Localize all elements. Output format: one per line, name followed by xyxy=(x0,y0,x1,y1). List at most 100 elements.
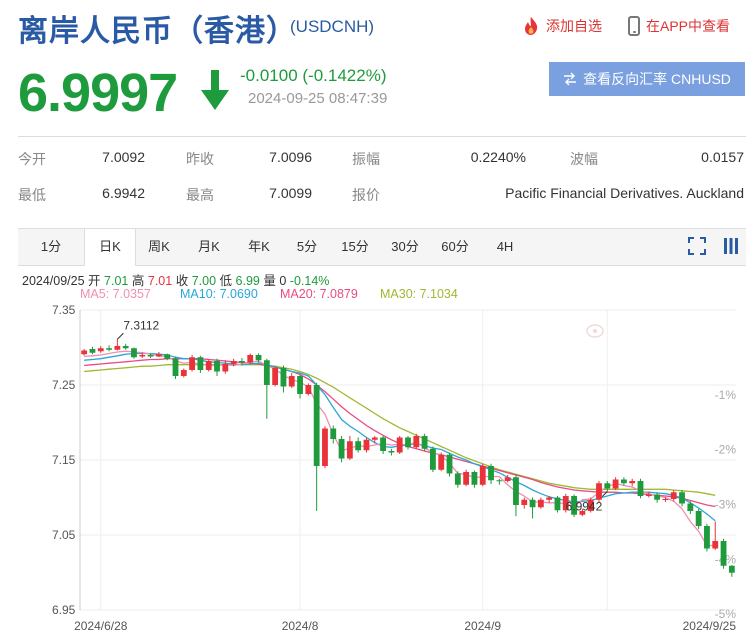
candle-body xyxy=(172,358,179,376)
x-tick-label: 2024/6/28 xyxy=(74,619,128,633)
candle xyxy=(670,490,677,502)
candle-body xyxy=(479,466,486,485)
candle xyxy=(255,353,262,363)
candle xyxy=(704,523,710,552)
candle xyxy=(346,436,353,460)
pct-tick-label: -2% xyxy=(715,443,737,457)
tab-30min[interactable]: 30分 xyxy=(391,239,419,254)
candle xyxy=(496,478,503,485)
candle xyxy=(222,360,229,374)
tab-60min[interactable]: 60分 xyxy=(441,239,469,254)
candle-body xyxy=(164,354,171,359)
watermark-logo xyxy=(586,324,604,338)
candle-body xyxy=(139,355,146,357)
candle-body xyxy=(214,361,220,372)
tab-weekly-k[interactable]: 周K xyxy=(148,239,170,254)
candle xyxy=(147,353,154,358)
candle xyxy=(571,494,577,517)
candle-body xyxy=(579,511,586,515)
candle xyxy=(604,481,611,492)
candle xyxy=(247,353,254,364)
candle-body xyxy=(155,354,162,357)
candle-body xyxy=(513,477,519,505)
candle-body xyxy=(122,346,129,349)
stat-value-amplitude: 0.2240% xyxy=(470,149,526,165)
add-favorite-button[interactable]: 添加自选 xyxy=(522,16,602,36)
candle-body xyxy=(637,481,644,496)
ohlc-low-label: 低 xyxy=(219,274,233,288)
candle-body xyxy=(189,357,196,370)
candle xyxy=(463,469,470,487)
candle-body xyxy=(247,355,254,363)
ohlc-open: 7.01 xyxy=(104,274,129,288)
pct-tick-label: -5% xyxy=(715,607,737,621)
ohlc-open-label: 开 xyxy=(88,274,101,288)
reverse-rate-button[interactable]: 查看反向汇率 CNHUSD xyxy=(549,62,745,96)
fullscreen-icon[interactable] xyxy=(688,237,706,255)
candle xyxy=(471,470,478,488)
tab-15min[interactable]: 15分 xyxy=(341,239,369,254)
stat-label-prev-close: 昨收 xyxy=(186,151,214,167)
settings-icon[interactable] xyxy=(722,237,740,255)
candle xyxy=(89,346,96,355)
y-tick-label: 7.35 xyxy=(52,303,76,317)
candle xyxy=(396,436,403,454)
candle xyxy=(504,475,511,483)
candle-body xyxy=(629,481,636,484)
price-change: -0.0100 (-0.1422%) xyxy=(240,66,387,85)
stat-value-high: 7.0099 xyxy=(269,185,312,201)
candle-body xyxy=(596,483,602,500)
candle xyxy=(338,436,345,463)
candle-body xyxy=(322,428,328,466)
candle-body xyxy=(388,451,395,453)
candle-body xyxy=(554,497,561,511)
candle-body xyxy=(305,385,312,394)
view-in-app-button[interactable]: 在APP中查看 xyxy=(628,16,730,36)
candle-body xyxy=(695,511,702,526)
tab-5min[interactable]: 5分 xyxy=(296,239,318,254)
candle xyxy=(537,497,544,509)
tab-yearly-k[interactable]: 年K xyxy=(248,239,270,254)
candle-body xyxy=(430,448,436,470)
candle xyxy=(305,383,312,396)
candle-body xyxy=(662,499,669,500)
ma5-readout: MA5: 7.0357 xyxy=(80,287,151,301)
candle xyxy=(620,477,627,486)
candle-body xyxy=(89,349,96,353)
candle-body xyxy=(263,360,270,385)
candle xyxy=(197,355,204,373)
kline-chart[interactable]: 7.357.257.157.056.951%-1%-2%-3%-4%-5%7.3… xyxy=(0,300,750,635)
candle xyxy=(513,475,519,517)
stat-value-low: 6.9942 xyxy=(102,185,145,201)
stat-label-quote-source: 报价 xyxy=(352,187,380,203)
view-in-app-label: 在APP中查看 xyxy=(646,18,731,34)
candle xyxy=(155,352,162,358)
candle xyxy=(114,339,121,351)
y-tick-label: 6.95 xyxy=(52,603,76,617)
ma30-readout: MA30: 7.1034 xyxy=(380,287,458,301)
candle-body xyxy=(131,348,137,358)
candle-body xyxy=(288,376,295,387)
candle xyxy=(438,452,445,472)
candle xyxy=(97,346,104,353)
stat-label-open: 今开 xyxy=(18,151,46,167)
candle xyxy=(106,345,112,352)
min-pointer xyxy=(601,491,608,497)
candle-body xyxy=(504,477,511,481)
y-tick-label: 7.25 xyxy=(52,378,76,392)
candle-body xyxy=(728,565,735,573)
tab-1min[interactable]: 1分 xyxy=(40,239,62,254)
watermark-dot-icon xyxy=(593,329,597,333)
candle xyxy=(521,497,528,509)
tab-daily-k[interactable]: 日K xyxy=(84,229,136,266)
candle-body xyxy=(620,479,627,484)
candle xyxy=(122,343,129,350)
tab-monthly-k[interactable]: 月K xyxy=(198,239,220,254)
candle-body xyxy=(272,367,279,385)
candle-body xyxy=(355,441,362,451)
candle-body xyxy=(413,436,420,448)
tab-4h[interactable]: 4H xyxy=(496,239,514,254)
stat-label-low: 最低 xyxy=(18,187,46,203)
candle-body xyxy=(604,483,611,489)
ohlc-vol: 0 xyxy=(279,274,287,288)
